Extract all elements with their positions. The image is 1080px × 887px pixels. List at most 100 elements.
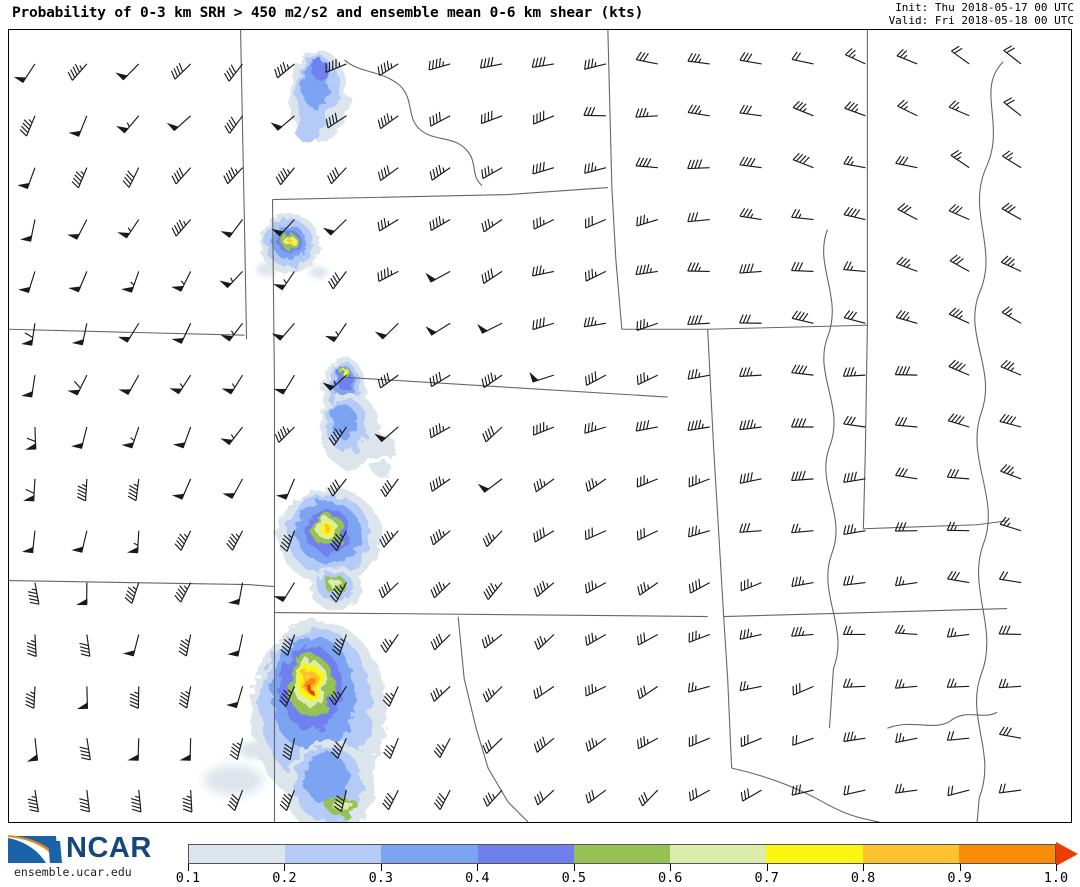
wind-barb-full-10kt (77, 485, 87, 491)
wind-barb-pennant-50kt (220, 231, 234, 238)
wind-barb (327, 167, 347, 185)
wind-barb-full-10kt (998, 678, 1003, 688)
wind-barb (171, 478, 192, 500)
wind-barb-half-5kt (494, 584, 498, 589)
wind-barb (998, 571, 1022, 584)
wind-barb (739, 419, 762, 431)
wind-barb-full-10kt (894, 366, 900, 375)
colorbar-tick-label: 0.2 (272, 870, 297, 886)
wind-barb-full-10kt (173, 68, 179, 78)
wind-barb-full-10kt (898, 678, 903, 689)
wind-barb-full-10kt (435, 636, 441, 646)
prob-feature-ne-nm-max (277, 487, 382, 584)
wind-barb (687, 314, 710, 326)
wind-barb-full-10kt (691, 53, 697, 62)
wind-barb (792, 734, 814, 746)
wind-barb (894, 522, 918, 532)
wind-barb-half-5kt (647, 584, 650, 590)
wind-barb (584, 527, 607, 541)
wind-barb-pennant-50kt (270, 122, 283, 131)
wind-barb-full-10kt (591, 268, 594, 278)
wind-barb-full-10kt (175, 591, 183, 600)
wind-barb (273, 374, 295, 395)
wind-barb-half-5kt (492, 793, 496, 799)
wind-barb-full-10kt (328, 697, 336, 706)
forecast-map[interactable] (9, 30, 1071, 822)
wind-barb-full-10kt (639, 265, 643, 275)
wind-barb (483, 582, 503, 601)
wind-barb (585, 478, 607, 492)
wind-barb-full-10kt (690, 159, 696, 169)
wind-barb (79, 738, 91, 761)
wind-barb (531, 265, 555, 277)
colorbar-band-0.1-0.2 (189, 845, 286, 863)
wind-barb (25, 426, 37, 450)
wind-barb-full-10kt (640, 794, 646, 804)
wind-barb-full-10kt (636, 375, 639, 385)
wind-barb-full-10kt (947, 786, 950, 796)
wind-barb-half-5kt (851, 54, 856, 59)
wind-barb (430, 633, 451, 651)
wind-barb-full-10kt (843, 732, 847, 742)
wind-barb-full-10kt (795, 734, 798, 745)
wind-barb-full-10kt (430, 692, 435, 702)
wind-barb (324, 322, 347, 343)
colorbar-tick-label: 0.4 (465, 870, 490, 886)
wind-barb-full-10kt (282, 754, 291, 761)
wind-barb-pennant-50kt (171, 337, 185, 344)
wind-barb-full-10kt (1005, 625, 1011, 635)
wind-barb-full-10kt (636, 739, 640, 749)
wind-barb-full-10kt (590, 106, 596, 116)
wind-barb (792, 683, 814, 696)
ncar-logo[interactable]: NCAR ensemble.ucar.edu (6, 832, 176, 883)
wind-barb-full-10kt (848, 49, 856, 57)
wind-barb-half-5kt (126, 122, 130, 128)
wind-barb-full-10kt (591, 162, 594, 172)
wind-barb-full-10kt (485, 795, 491, 804)
wind-barb-full-10kt (25, 693, 35, 699)
wind-barb-pennant-50kt (222, 493, 236, 499)
wind-barb-full-10kt (536, 687, 540, 697)
wind-barb-full-10kt (687, 370, 691, 380)
wind-barb-full-10kt (79, 646, 89, 650)
wind-barb-full-10kt (743, 52, 749, 62)
river (887, 711, 998, 729)
wind-barb-full-10kt (170, 70, 176, 80)
wind-barb-half-5kt (594, 165, 597, 171)
wind-barb (739, 104, 762, 117)
wind-barb-full-10kt (481, 378, 485, 388)
wind-barb (739, 367, 762, 377)
wind-barb (998, 678, 1022, 689)
wind-barb-full-10kt (381, 586, 386, 596)
wind-barb (76, 582, 88, 606)
wind-barb-full-10kt (638, 108, 643, 118)
wind-barb (482, 685, 503, 703)
wind-barb-half-5kt (903, 105, 908, 110)
wind-barb-half-5kt (802, 108, 807, 113)
wind-barb-full-10kt (432, 690, 438, 700)
wind-barb-half-5kt (133, 483, 139, 487)
wind-barb (226, 686, 244, 709)
wind-barb-full-10kt (178, 63, 184, 73)
wind-barb-full-10kt (79, 642, 89, 647)
wind-barb-full-10kt (487, 374, 491, 384)
wind-barb-full-10kt (542, 527, 545, 537)
wind-barb-full-10kt (539, 162, 542, 172)
wind-barb (480, 110, 503, 125)
wind-barb-full-10kt (584, 271, 587, 282)
wind-barb-full-10kt (226, 70, 232, 79)
wind-barb-pennant-50kt (71, 442, 84, 449)
wind-barb (377, 165, 399, 182)
wind-barb-half-5kt (288, 793, 293, 798)
colorbar[interactable] (188, 844, 1056, 864)
wind-barb (843, 471, 866, 484)
wind-barb-full-10kt (226, 542, 234, 551)
wind-barb-full-10kt (998, 783, 1003, 794)
map-frame[interactable] (8, 29, 1072, 823)
wind-barb-full-10kt (694, 53, 701, 63)
wind-barb-full-10kt (487, 532, 493, 542)
wind-barb-full-10kt (899, 310, 906, 319)
wind-barb (636, 372, 659, 386)
wind-barb-pennant-50kt (166, 122, 180, 132)
wind-barb-full-10kt (642, 107, 647, 117)
